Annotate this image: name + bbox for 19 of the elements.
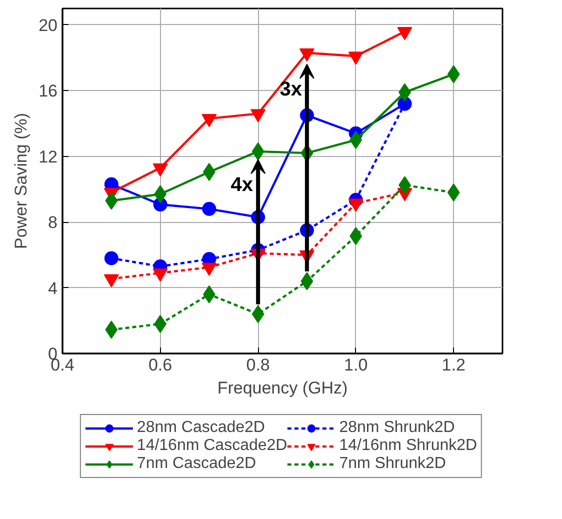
y-tick-label: 20 [38,16,58,35]
y-tick-label: 4 [48,278,58,298]
legend-label: 28nm Shrunk2D [339,419,455,437]
legend-label: 28nm Cascade2D [136,419,265,437]
x-axis-title: Frequency (GHz) [217,378,348,398]
x-tick-label: 0.8 [246,356,270,374]
annotation: 3x [280,78,302,100]
y-tick-label: 12 [38,147,58,166]
legend-label: 7nm Cascade2D [136,455,256,473]
legend-label: 7nm Shrunk2D [339,455,446,473]
y-axis-title: Power Saving (%) [12,112,31,250]
x-tick-label: 1.2 [442,356,466,374]
x-tick-label: 1.0 [344,356,368,374]
legend-label: 14/16nm Cascade2D [136,437,288,455]
y-tick-label: 16 [38,82,58,101]
annotation: 4x [230,174,254,196]
y-tick-label: 8 [48,213,58,232]
x-tick-label: 0.6 [148,356,172,374]
legend-label: 14/16nm Shrunk2D [339,437,478,455]
